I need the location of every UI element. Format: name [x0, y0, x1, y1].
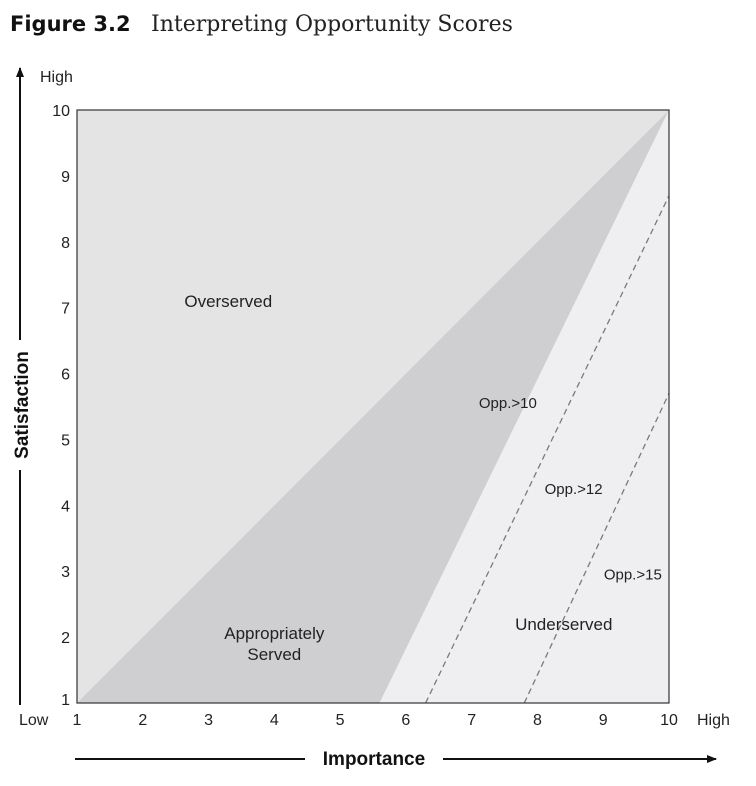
- threshold-label-opp-10: Opp.>10: [479, 395, 537, 412]
- x-title-backdrop: [305, 745, 443, 773]
- x-tick-label: 10: [660, 712, 678, 729]
- y-tick-label: 9: [61, 169, 70, 186]
- y-tick-label: 3: [61, 564, 70, 581]
- plot-frame: [76, 109, 670, 704]
- threshold-layer: [425, 195, 670, 704]
- y-tick-label: 2: [61, 630, 70, 647]
- region-label-appropriately-served: Served: [247, 645, 301, 664]
- region-label-appropriately-served: Appropriately: [224, 624, 325, 643]
- y-tick-label: 4: [61, 498, 70, 515]
- figure-number: Figure 3.2: [10, 12, 131, 36]
- y-tick-label: 10: [52, 103, 70, 120]
- region-underserved: [379, 110, 669, 703]
- threshold-line-opp-12: [523, 393, 670, 704]
- tick-layer: 1 2 3 4 5 6 7 8 9 10 1 2 3 4 5 6 7 8 9 10: [52, 103, 678, 729]
- x-axis-title: Importance: [323, 749, 425, 770]
- x-low-label: Low: [19, 712, 49, 729]
- x-tick-label: 5: [336, 712, 345, 729]
- y-tick-label: 1: [61, 692, 70, 709]
- x-high-label: High: [697, 712, 730, 729]
- region-label-underserved: Underserved: [515, 615, 612, 634]
- region-label-overserved: Overserved: [184, 292, 272, 311]
- region-label-layer: Overserved Appropriately Served Underserved: [184, 292, 612, 664]
- y-tick-label: 8: [61, 235, 70, 252]
- y-axis-title: Satisfaction: [12, 351, 33, 459]
- region-layer: [77, 110, 669, 703]
- y-tick-label: 6: [61, 367, 70, 384]
- x-tick-label: 7: [467, 712, 476, 729]
- threshold-label-opp-12: Opp.>12: [545, 481, 603, 498]
- x-tick-label: 6: [401, 712, 410, 729]
- x-tick-label: 3: [204, 712, 213, 729]
- figure-title: Interpreting Opportunity Scores: [151, 12, 513, 37]
- y-tick-label: 5: [61, 432, 70, 449]
- y-tick-label: 7: [61, 301, 70, 318]
- x-tick-label: 2: [138, 712, 147, 729]
- threshold-line-opp-10: [425, 195, 670, 704]
- threshold-label-layer: Opp.>10 Opp.>12 Opp.>15: [479, 395, 662, 583]
- x-tick-label: 9: [599, 712, 608, 729]
- x-tick-label: 8: [533, 712, 542, 729]
- y-title-backdrop: [10, 340, 30, 470]
- threshold-label-opp-15: Opp.>15: [604, 567, 662, 584]
- y-high-label: High: [40, 69, 73, 86]
- x-tick-label: 4: [270, 712, 279, 729]
- region-appropriately-served: [77, 110, 669, 703]
- x-tick-label: 1: [73, 712, 82, 729]
